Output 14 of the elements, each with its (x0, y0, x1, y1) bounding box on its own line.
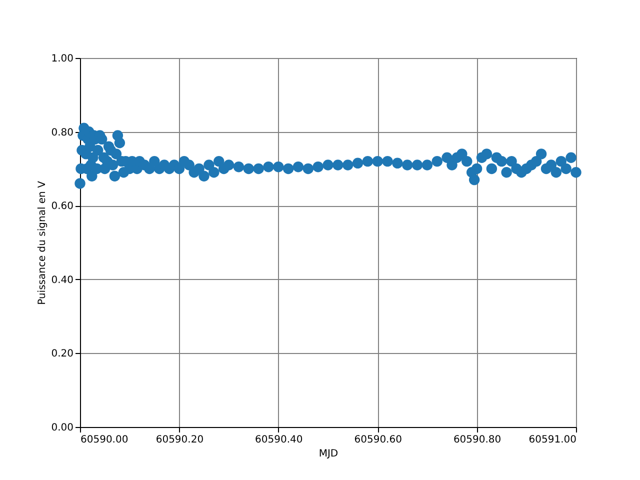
x-tick-label: 60590.80 (453, 434, 502, 446)
y-tick-label: 0.80 (51, 127, 74, 138)
y-tick-label: 0.00 (51, 422, 74, 434)
y-tick-label: 0.20 (51, 348, 74, 360)
y-axis-title: Puissance du signal en V (37, 180, 48, 305)
y-tick-label: 1.00 (51, 54, 74, 64)
x-tick-label: 60590.60 (354, 434, 402, 446)
x-tick-label: 60590.20 (156, 434, 204, 446)
x-tick-label: 60591.00 (528, 434, 576, 446)
y-tick-label: 0.60 (51, 201, 74, 212)
x-axis-title: MJD (318, 448, 338, 460)
x-tick-label: 60590.40 (255, 434, 303, 446)
x-tick-label: 60590.00 (80, 434, 128, 446)
y-tick-label: 0.40 (51, 274, 74, 286)
